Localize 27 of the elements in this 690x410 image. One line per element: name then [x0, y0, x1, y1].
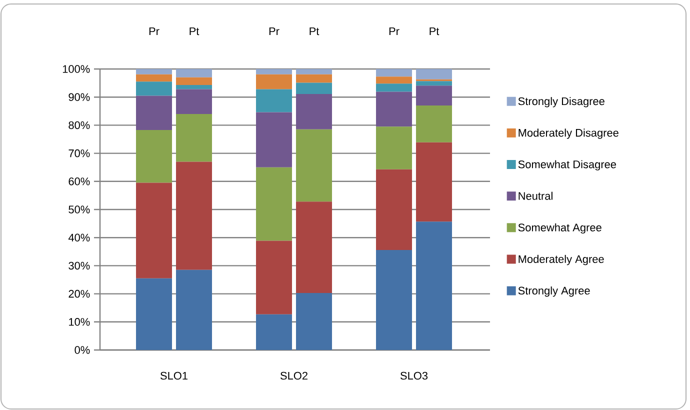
legend-label: Strongly Agree [518, 286, 590, 297]
x-tick-label: Pt [190, 27, 200, 36]
y-tick-label: 90% [68, 93, 90, 101]
y-tick-label: 20% [68, 290, 90, 298]
legend-label: Strongly Disagree [518, 97, 604, 108]
y-tick-label: 30% [68, 262, 90, 270]
legend-label: Moderately Agree [518, 254, 604, 266]
y-tick-label: 60% [68, 178, 90, 186]
x-tick-label: Pr [149, 27, 160, 35]
x-tick-label: Pt [430, 27, 440, 36]
y-tick-label: 10% [69, 318, 90, 326]
text: SLO3 [400, 372, 428, 380]
legend-label: Somewhat Agree [518, 223, 602, 234]
text: SLO2 [280, 372, 308, 380]
x-tick-label: Pt [310, 27, 320, 36]
y-tick-label: 70% [68, 149, 90, 158]
y-tick-label: 80% [68, 121, 90, 130]
y-tick-label: 100% [62, 65, 90, 73]
y-tick-label: 40% [68, 234, 90, 242]
y-tick-label: 0% [74, 346, 90, 354]
y-tick-label: 50% [68, 206, 90, 214]
legend-label: Neutral [518, 192, 552, 200]
legend-label: Somewhat Disagree [518, 160, 616, 170]
legend-label: Moderately Disagree [518, 128, 618, 139]
text: SLO1 [160, 372, 188, 380]
x-tick-label: Pr [269, 27, 280, 35]
x-tick-label: Pr [389, 27, 400, 35]
